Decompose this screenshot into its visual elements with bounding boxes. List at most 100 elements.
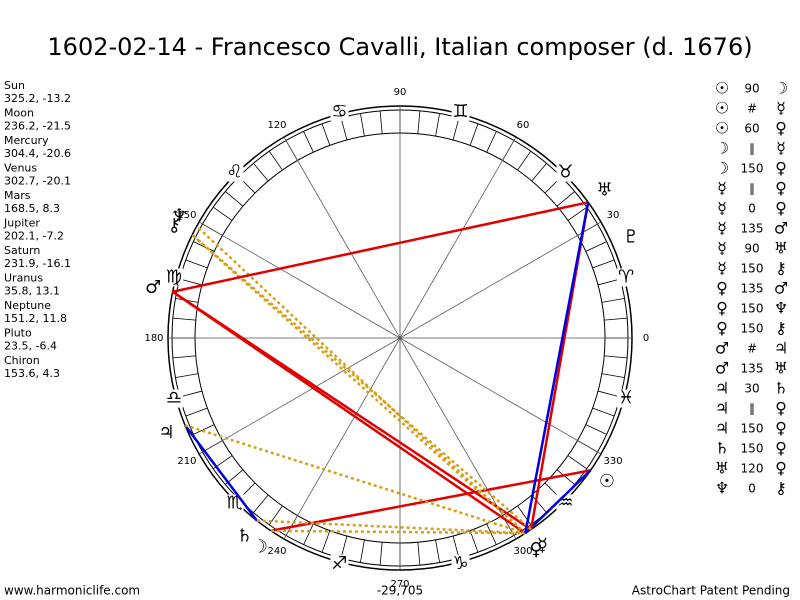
aspect-angle: 135 xyxy=(741,282,764,296)
aspect-line xyxy=(270,469,591,533)
degree-label: 270 xyxy=(390,579,409,590)
aspect-angle: 90 xyxy=(744,82,759,96)
ring-tick xyxy=(531,163,547,182)
ring-tick xyxy=(486,523,497,545)
degree-label: 90 xyxy=(394,87,407,98)
aspect-angle: 150 xyxy=(741,442,764,456)
planet-glyph: ♅ xyxy=(596,180,612,201)
planet-glyph: ♀ xyxy=(530,539,543,560)
aspect-to: ♀ xyxy=(775,459,787,478)
aspect-from: ☿ xyxy=(717,239,727,258)
degree-label: 150 xyxy=(177,210,196,221)
aspect-to: ♂ xyxy=(774,219,788,238)
degree-label: 0 xyxy=(643,333,649,344)
site-link[interactable]: www.harmoniclife.com xyxy=(4,584,140,598)
planet-position: 304.4, -20.6 xyxy=(4,147,71,160)
planet-position: 35.8, 13.1 xyxy=(4,285,60,298)
planet-name: Jupiter xyxy=(3,217,40,230)
planet-name: Venus xyxy=(4,162,37,175)
planet-name: Mars xyxy=(4,189,31,202)
zodiac-sign: ♈ xyxy=(618,266,634,287)
zodiac-sign: ♋ xyxy=(331,101,347,122)
degree-label: 30 xyxy=(607,210,620,221)
planet-position: 302.7, -20.1 xyxy=(4,175,71,188)
planet-position: 151.2, 11.8 xyxy=(4,312,67,325)
aspect-angle: 150 xyxy=(741,302,764,316)
ring-tick xyxy=(567,206,587,221)
aspect-angle: # xyxy=(747,342,757,356)
ring-tick xyxy=(360,113,365,137)
aspect-to: ⚷ xyxy=(775,479,787,498)
ring-tick xyxy=(185,259,208,269)
planet-name: Chiron xyxy=(4,354,40,367)
aspect-from: ☽ xyxy=(715,139,729,158)
aspect-to: ☽ xyxy=(774,79,788,98)
aspect-angle: 150 xyxy=(741,262,764,276)
ring-tick xyxy=(601,298,625,303)
aspect-angle: 120 xyxy=(741,462,764,476)
aspect-from: ♃ xyxy=(715,419,729,438)
degree-label: 180 xyxy=(144,333,163,344)
planet-position: 325.2, -13.2 xyxy=(4,92,71,105)
aspect-angle: 30 xyxy=(744,382,759,396)
aspect-to: ♅ xyxy=(774,239,788,258)
ring-tick xyxy=(597,390,621,398)
axis-line xyxy=(198,221,602,455)
ring-tick xyxy=(225,191,244,207)
degree-label: 300 xyxy=(513,546,532,557)
zodiac-sign: ♉ xyxy=(557,162,573,183)
ring-tick xyxy=(604,355,628,359)
aspect-to: ♀ xyxy=(775,179,787,198)
aspect-to: ♀ xyxy=(775,119,787,138)
aspect-angle: ∥ xyxy=(749,142,755,156)
ring-tick xyxy=(531,494,547,513)
ring-tick xyxy=(253,163,269,182)
planet-glyph: ☉ xyxy=(599,471,615,492)
zodiac-sign: ♍ xyxy=(166,266,182,287)
planet-name: Saturn xyxy=(4,244,40,257)
sign-bg xyxy=(330,555,349,574)
aspect-line xyxy=(191,233,527,535)
aspect-from: ☉ xyxy=(715,119,729,138)
planet-name: Neptune xyxy=(4,299,51,312)
planet-glyph: ♃ xyxy=(158,422,174,443)
planet-name: Mercury xyxy=(4,134,49,147)
aspect-to: ♀ xyxy=(775,419,787,438)
degree-label: 240 xyxy=(267,546,286,557)
degree-label: 210 xyxy=(177,456,196,467)
ring-tick xyxy=(179,390,203,398)
aspect-from: ♄ xyxy=(715,439,729,458)
aspect-to: ⚷ xyxy=(775,319,787,338)
aspect-angle: 0 xyxy=(748,202,756,216)
aspect-to: ♀ xyxy=(775,399,787,418)
sign-bg xyxy=(451,102,470,121)
ring-tick xyxy=(567,455,587,470)
ring-tick xyxy=(213,206,233,221)
ring-tick xyxy=(585,241,607,252)
aspect-from: ♀ xyxy=(716,279,728,298)
aspect-from: ☽ xyxy=(715,159,729,178)
aspect-line xyxy=(184,424,258,522)
planet-name: Sun xyxy=(4,79,25,92)
aspect-angle: 150 xyxy=(741,322,764,336)
aspect-from: ♂ xyxy=(715,359,729,378)
planet-glyph: ☽ xyxy=(252,536,268,557)
ring-tick xyxy=(601,373,625,378)
planet-position: 231.9, -16.1 xyxy=(4,257,71,270)
ring-tick xyxy=(175,373,199,378)
aspect-from: ☿ xyxy=(717,199,727,218)
aspect-angle: 150 xyxy=(741,422,764,436)
aspect-to: ♀ xyxy=(775,159,787,178)
zodiac-sign: ♎ xyxy=(166,388,182,409)
ring-tick xyxy=(435,539,440,563)
planet-glyph: ♄ xyxy=(236,525,252,546)
planet-position: 168.5, 8.3 xyxy=(4,202,60,215)
planet-glyph: ⚷ xyxy=(168,215,181,236)
sign-bg xyxy=(330,102,349,121)
sign-bg xyxy=(164,389,183,408)
aspect-to: ☿ xyxy=(776,99,786,118)
ring-tick xyxy=(172,317,196,321)
ring-tick xyxy=(185,407,208,417)
sign-bg xyxy=(164,268,183,287)
aspect-to: ♂ xyxy=(774,279,788,298)
